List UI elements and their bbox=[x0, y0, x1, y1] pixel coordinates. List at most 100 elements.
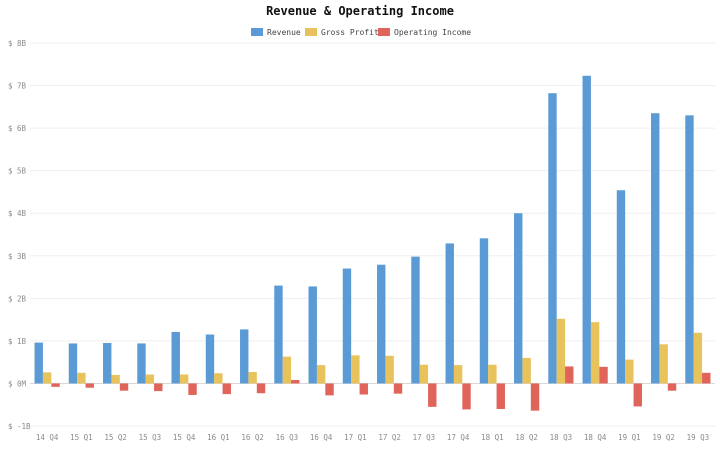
bar-operating-income bbox=[496, 383, 505, 409]
x-tick-label: 18 Q3 bbox=[550, 433, 573, 442]
bar-operating-income bbox=[222, 383, 231, 395]
x-tick-label: 19 Q2 bbox=[652, 433, 675, 442]
bar-operating-income bbox=[188, 383, 197, 395]
bar-gross-profit bbox=[419, 364, 429, 384]
bar-operating-income bbox=[325, 383, 334, 396]
bar-gross-profit bbox=[385, 355, 394, 384]
bar-gross-profit bbox=[248, 371, 257, 384]
bar-gross-profit bbox=[556, 318, 566, 384]
x-tick-label: 19 Q3 bbox=[687, 433, 710, 442]
bar-revenue bbox=[651, 113, 660, 384]
bar-revenue bbox=[274, 285, 283, 384]
y-tick-label: $ 3B bbox=[8, 252, 27, 261]
bar-revenue bbox=[205, 334, 215, 384]
bar-revenue bbox=[685, 115, 694, 384]
bar-revenue bbox=[171, 331, 180, 384]
bar-operating-income bbox=[154, 383, 163, 392]
x-tick-label: 15 Q3 bbox=[139, 433, 162, 442]
x-tick-label: 19 Q1 bbox=[618, 433, 641, 442]
y-tick-label: $ 4B bbox=[8, 209, 27, 218]
bar-gross-profit bbox=[659, 344, 668, 384]
bar-revenue bbox=[137, 343, 146, 384]
bar-gross-profit bbox=[453, 365, 463, 384]
bar-revenue bbox=[68, 343, 78, 384]
x-tick-label: 18 Q2 bbox=[515, 433, 538, 442]
y-tick-label: $ 5B bbox=[8, 167, 27, 176]
bar-operating-income bbox=[462, 383, 471, 410]
x-axis: 14 Q4 15 Q1 15 Q2 15 Q3 15 Q4 16 Q1 16 Q2 16 Q3… bbox=[36, 433, 709, 442]
legend-swatch bbox=[378, 28, 390, 36]
bar-revenue bbox=[445, 243, 454, 384]
x-tick-label: 17 Q2 bbox=[378, 433, 401, 442]
bar-revenue bbox=[342, 268, 352, 384]
legend: Revenue Gross Profit Operating Income bbox=[251, 28, 471, 37]
bar-revenue bbox=[514, 213, 523, 384]
bar-gross-profit bbox=[214, 373, 223, 384]
bar-revenue bbox=[103, 343, 112, 384]
bar-gross-profit bbox=[179, 374, 189, 384]
y-tick-label: $ 0M bbox=[8, 379, 27, 388]
bar-operating-income bbox=[393, 383, 403, 394]
bar-operating-income bbox=[599, 366, 608, 384]
bar-operating-income bbox=[633, 383, 642, 407]
bar-operating-income bbox=[530, 383, 540, 411]
bar-operating-income bbox=[85, 383, 94, 388]
grid-lines bbox=[30, 42, 715, 427]
x-tick-label: 17 Q4 bbox=[447, 433, 470, 442]
bar-gross-profit bbox=[590, 322, 600, 384]
legend-label: Gross Profit bbox=[321, 28, 379, 37]
bar-gross-profit bbox=[282, 356, 292, 384]
bar-gross-profit bbox=[316, 365, 326, 384]
bar-operating-income bbox=[667, 383, 677, 391]
x-tick-label: 16 Q3 bbox=[276, 433, 299, 442]
bar-operating-income bbox=[565, 366, 574, 384]
bar-operating-income bbox=[428, 383, 437, 407]
y-tick-label: $ 2B bbox=[8, 294, 27, 303]
bar-gross-profit bbox=[488, 364, 497, 384]
chart-title: Revenue & Operating Income bbox=[266, 4, 454, 18]
bar-revenue bbox=[479, 238, 489, 384]
bar-revenue bbox=[308, 286, 317, 384]
x-tick-label: 15 Q1 bbox=[70, 433, 93, 442]
legend-swatch bbox=[251, 28, 263, 36]
bar-operating-income bbox=[51, 383, 60, 387]
bar-revenue bbox=[582, 75, 591, 384]
legend-swatch bbox=[305, 28, 317, 36]
bar-revenue bbox=[377, 264, 386, 384]
y-axis: $ 8B $ 7B $ 6B $ 5B $ 4B $ 3B $ 2B $ 1B $ 0M $ -1… bbox=[8, 39, 31, 431]
bar-operating-income bbox=[359, 383, 368, 395]
bar-gross-profit bbox=[693, 332, 703, 384]
x-tick-label: 15 Q4 bbox=[173, 433, 196, 442]
y-tick-label: $ 6B bbox=[8, 124, 27, 133]
bar-operating-income bbox=[291, 380, 300, 384]
bar-operating-income bbox=[256, 383, 266, 394]
y-tick-label: $ 8B bbox=[8, 39, 27, 48]
bars bbox=[34, 75, 711, 411]
bar-revenue bbox=[548, 93, 557, 384]
x-tick-label: 16 Q4 bbox=[310, 433, 333, 442]
bar-revenue bbox=[240, 329, 249, 384]
x-tick-label: 14 Q4 bbox=[36, 433, 59, 442]
x-tick-label: 15 Q2 bbox=[104, 433, 127, 442]
x-tick-label: 16 Q1 bbox=[207, 433, 230, 442]
bar-gross-profit bbox=[111, 374, 120, 384]
bar-operating-income bbox=[119, 383, 129, 391]
bar-operating-income bbox=[702, 372, 711, 384]
bar-gross-profit bbox=[77, 372, 86, 384]
bar-revenue bbox=[411, 256, 420, 384]
bar-gross-profit bbox=[351, 355, 360, 384]
x-tick-label: 18 Q4 bbox=[584, 433, 607, 442]
bar-gross-profit bbox=[625, 359, 634, 384]
x-tick-label: 17 Q3 bbox=[413, 433, 436, 442]
bar-revenue bbox=[34, 342, 43, 384]
legend-label: Revenue bbox=[267, 28, 301, 37]
y-tick-label: $ 1B bbox=[8, 337, 27, 346]
legend-label: Operating Income bbox=[394, 28, 471, 37]
x-tick-label: 16 Q2 bbox=[241, 433, 264, 442]
y-tick-label: $ -1B bbox=[8, 422, 31, 431]
x-tick-label: 17 Q1 bbox=[344, 433, 367, 442]
x-tick-label: 18 Q1 bbox=[481, 433, 504, 442]
bar-gross-profit bbox=[522, 357, 531, 384]
